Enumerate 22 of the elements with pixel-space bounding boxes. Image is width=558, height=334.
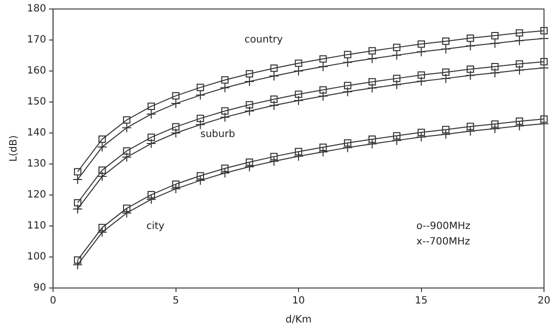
y-tick-label: 170 (26, 34, 46, 46)
annotation: x--700MHz (416, 236, 470, 248)
y-tick-label: 180 (26, 4, 46, 15)
x-tick-label: 10 (292, 296, 305, 307)
y-tick-label: 120 (26, 190, 46, 201)
x-tick-label: 5 (172, 296, 180, 307)
y-tick-label: 150 (26, 96, 46, 108)
y-tick-label: 140 (26, 128, 46, 139)
y-axis-title: L(dB) (8, 135, 20, 162)
x-tick-label: 20 (538, 296, 550, 307)
annotation: country (244, 34, 283, 46)
y-tick-label: 160 (26, 66, 46, 77)
y-tick-label: 100 (26, 252, 46, 263)
annotation: city (146, 221, 165, 232)
y-tick-label: 130 (26, 158, 46, 170)
x-tick-label: 15 (414, 296, 428, 307)
x-tick-label: 0 (50, 296, 56, 307)
y-tick-label: 90 (33, 282, 46, 294)
annotation: o--900MHz (416, 221, 470, 232)
x-axis-title: d/Km (286, 314, 312, 326)
y-tick-label: 110 (26, 220, 46, 232)
annotation: suburb (200, 129, 236, 140)
